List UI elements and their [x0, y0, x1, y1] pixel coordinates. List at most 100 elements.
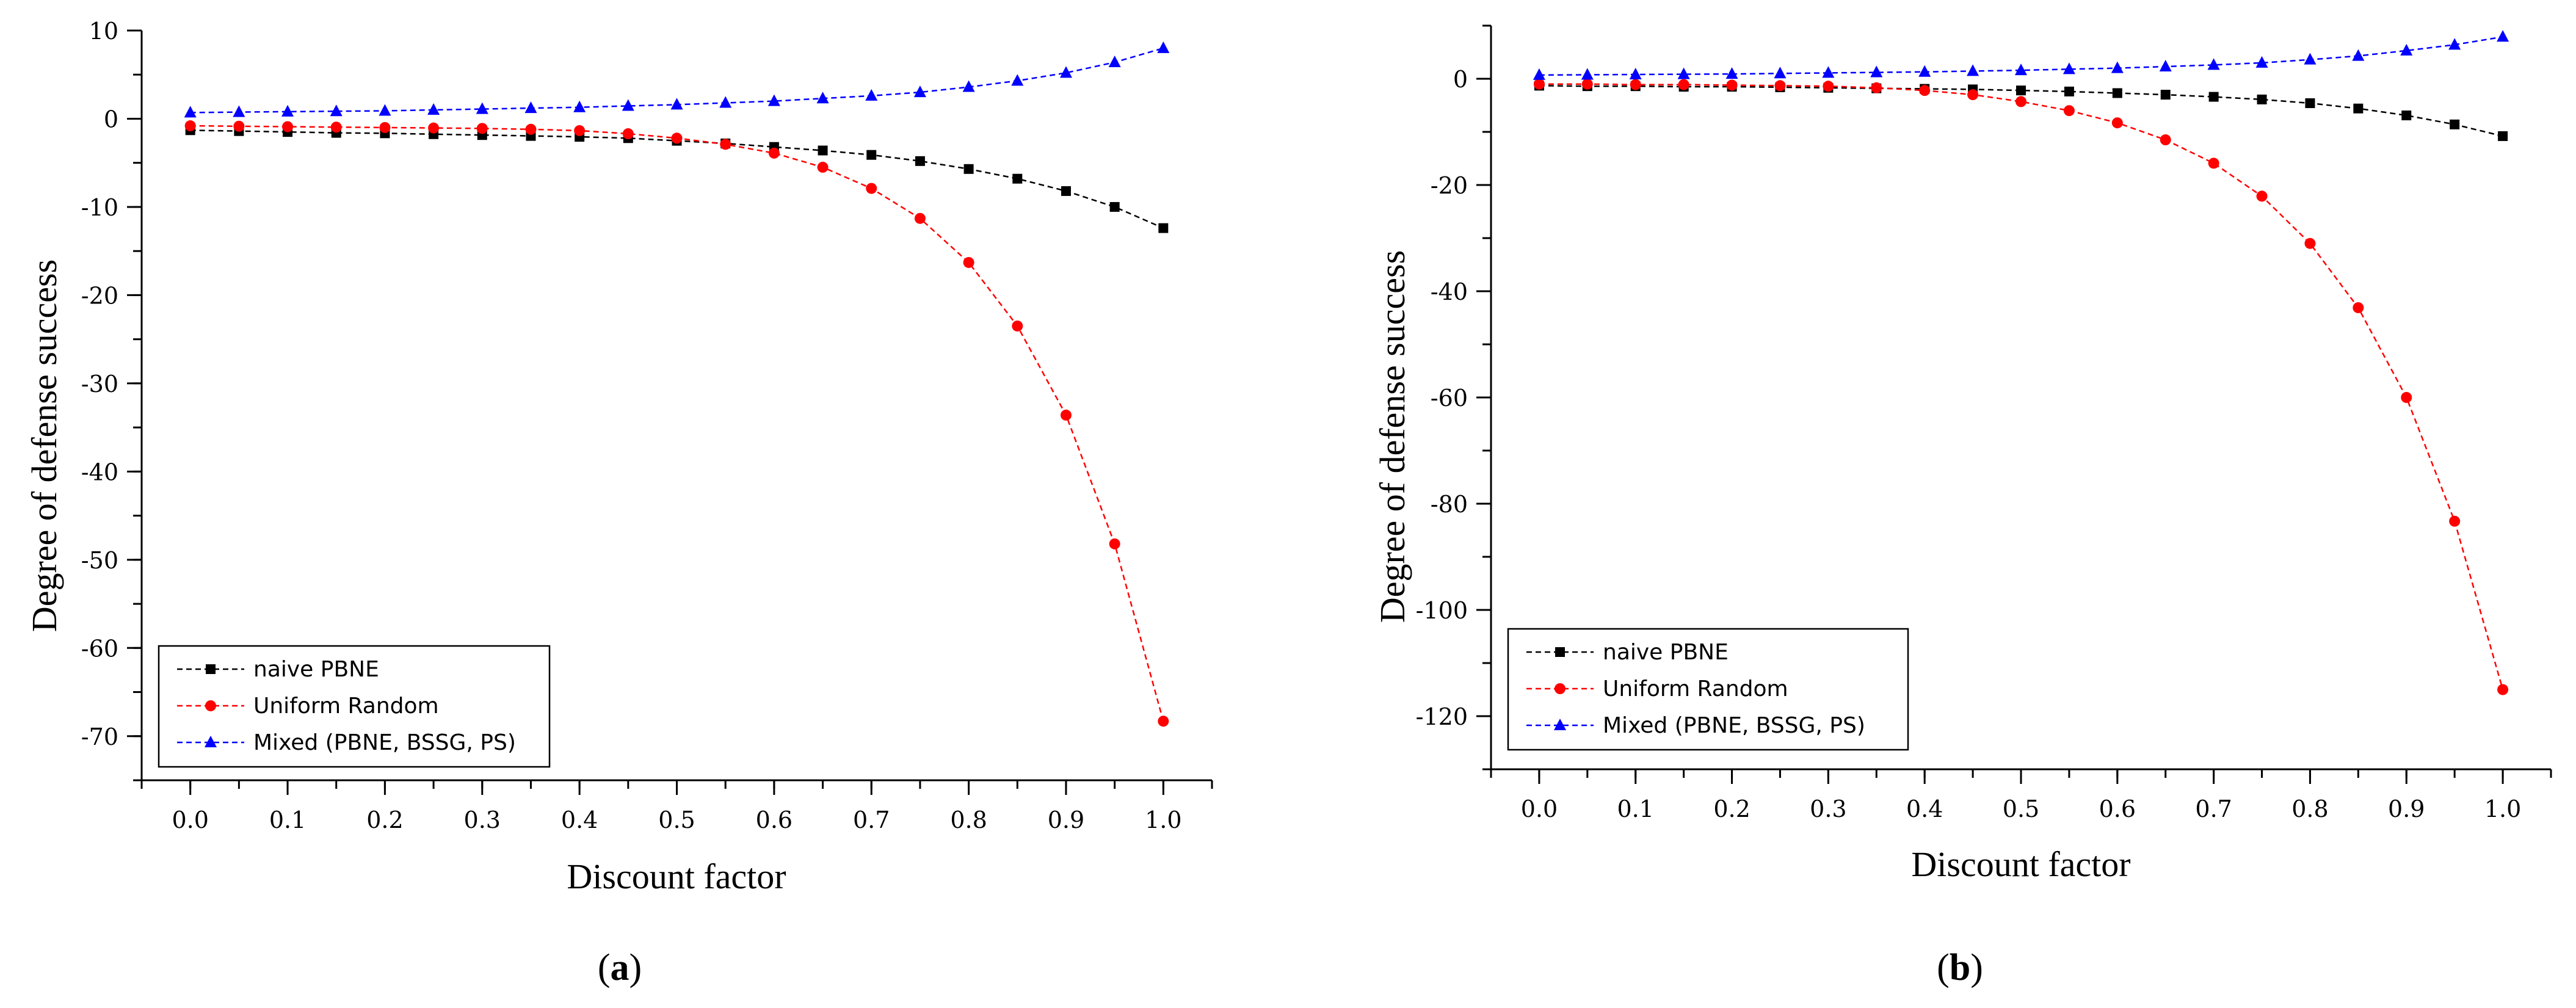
panel-b-data-point — [1678, 79, 1689, 90]
panel-a-data-point — [476, 102, 488, 114]
chart-panel-a: 10 0 -10 -20 -30 -40 -50 -60 -70 0.0 0.1 0.2 0.3 0.4 0… — [24, 18, 1213, 988]
panel-b-legend-label: Uniform Random — [1603, 676, 1788, 702]
panel-a-x-tick-label: 0.6 — [756, 807, 793, 833]
panel-b-data-point — [1870, 65, 1883, 78]
panel-b-data-point — [2497, 30, 2509, 42]
panel-a-x-tick-label: 0.4 — [561, 807, 598, 833]
panel-a-data-point — [1108, 56, 1121, 68]
panel-b-y-tick-label: -60 — [1431, 385, 1468, 412]
panel-a-data-point — [525, 123, 537, 135]
panel-a-y-axis-title: Degree of defense success — [24, 259, 64, 632]
panel-b-series-2 — [1533, 78, 2509, 695]
panel-b-y-tick-label: -80 — [1431, 491, 1468, 518]
panel-a-data-point — [1158, 716, 1169, 727]
panel-b-data-point — [1967, 89, 1979, 101]
panel-a-y-tick-label: -60 — [81, 635, 118, 662]
panel-b-x-tick-label: 0.3 — [1810, 796, 1846, 822]
panel-b-data-point — [2159, 59, 2172, 71]
panel-a-data-point — [1012, 320, 1023, 332]
panel-a-x-tick-label: 0.9 — [1048, 807, 1084, 833]
panel-a-data-point — [622, 128, 634, 140]
panel-b-y-axis-title: Degree of defense success — [1373, 250, 1412, 623]
panel-a-y-tick-label: -50 — [81, 547, 118, 574]
panel-a-data-point — [1011, 74, 1024, 86]
panel-a-series-3 — [184, 41, 1170, 118]
panel-b-x-tick-label: 0.5 — [2003, 796, 2039, 822]
panel-b-legend: naive PBNE Uniform Random Mixed (PBNE, BSS… — [1507, 628, 1909, 751]
panel-a-data-point — [573, 100, 586, 112]
panel-b-x-tick-label: 0.0 — [1521, 796, 1558, 822]
panel-b-data-point — [2304, 53, 2317, 65]
panel-b-data-point — [1629, 68, 1642, 80]
panel-b-data-point — [1533, 78, 1545, 90]
panel-a-data-point — [574, 125, 586, 136]
panel-a-series-2 — [184, 120, 1169, 727]
panel-b-data-point — [1581, 68, 1594, 80]
panel-a-data-point — [1059, 66, 1072, 78]
panel-a-x-tick-label: 0.1 — [269, 807, 306, 833]
panel-b-data-point — [1919, 85, 1931, 96]
panel-a-data-point — [768, 147, 780, 159]
panel-a-y-tick-label: 0 — [104, 106, 118, 132]
panel-a-x-tick-label: 0.2 — [366, 807, 403, 833]
panel-b-data-point — [2015, 96, 2026, 107]
panel-b-x-tick-label: 1.0 — [2484, 796, 2521, 822]
panel-a-x-tick-label: 0.5 — [658, 807, 695, 833]
panel-b-series-3 — [1533, 30, 2509, 80]
panel-b-data-point — [2016, 85, 2026, 96]
panel-b-x-axis-title: Discount factor — [1911, 844, 2130, 884]
panel-a-data-point — [962, 80, 975, 92]
panel-b-data-point — [2063, 62, 2075, 74]
panel-a-x-tick-label: 0.3 — [464, 807, 501, 833]
panel-a-data-point — [671, 132, 683, 144]
panel-b-series-1 — [1534, 81, 2508, 141]
panel-b-data-point — [2353, 103, 2364, 114]
panel-a-data-point — [670, 98, 683, 110]
panel-b-x-tick-label: 0.6 — [2099, 796, 2136, 822]
panel-a-data-point — [1061, 186, 1071, 196]
panel-a-data-point — [767, 94, 780, 106]
panel-a-data-point — [915, 156, 925, 166]
panel-a-x-tick-label: 0.8 — [950, 807, 987, 833]
panel-a-data-point — [866, 150, 877, 160]
panel-a-y-tick-label: -70 — [81, 723, 118, 750]
panel-b-data-point — [1967, 64, 1979, 76]
panel-b-data-point — [2497, 684, 2509, 695]
panel-a-data-point — [330, 104, 343, 117]
panel-a-y-tick-label: -30 — [81, 371, 118, 397]
panel-a-data-point — [330, 121, 342, 133]
panel-a-data-point — [184, 120, 196, 132]
panel-a-data-point — [184, 106, 197, 118]
panel-b-data-point — [2257, 94, 2267, 104]
panel-b-panel-label: (b) — [1937, 947, 1983, 988]
panel-a-x-axis-title: Discount factor — [567, 857, 786, 896]
panel-a-data-point — [817, 161, 829, 173]
panel-b-x-tick-label: 0.7 — [2195, 796, 2232, 822]
panel-b-x-tick-label: 0.9 — [2388, 796, 2425, 822]
panel-a-legend-label: Mixed (PBNE, BSSG, PS) — [253, 730, 516, 755]
panel-a-data-point — [963, 164, 974, 174]
panel-b-legend-marker — [1555, 683, 1566, 694]
panel-b-x-tick-label: 0.4 — [1906, 796, 1943, 822]
panel-a-data-point — [427, 103, 440, 115]
panel-a-x-tick-label: 0.7 — [853, 807, 890, 833]
panel-a-data-point — [865, 89, 878, 101]
panel-a-data-point — [428, 122, 440, 134]
panel-a-y-tick-label: -10 — [81, 194, 118, 221]
panel-b-legend-label: Mixed (PBNE, BSSG, PS) — [1603, 713, 1865, 738]
panel-a-data-point — [379, 104, 391, 116]
panel-a-x-tick-label: 0.0 — [172, 807, 208, 833]
panel-b-data-point — [2305, 98, 2315, 109]
panel-b-y-tick-label: -120 — [1416, 703, 1468, 730]
panel-a-series-line — [190, 125, 1164, 722]
panel-a-y-tick-label: -20 — [81, 282, 118, 309]
panel-a-legend-marker — [206, 664, 216, 674]
panel-b-data-point — [2207, 58, 2220, 70]
panel-a-data-point — [913, 85, 926, 98]
panel-b-y-tick-label: 0 — [1453, 66, 1468, 93]
panel-b-data-point — [2448, 38, 2461, 50]
panel-a-data-point — [1109, 201, 1120, 212]
panel-b-data-point — [2111, 117, 2123, 129]
panel-b-data-point — [2352, 49, 2365, 61]
